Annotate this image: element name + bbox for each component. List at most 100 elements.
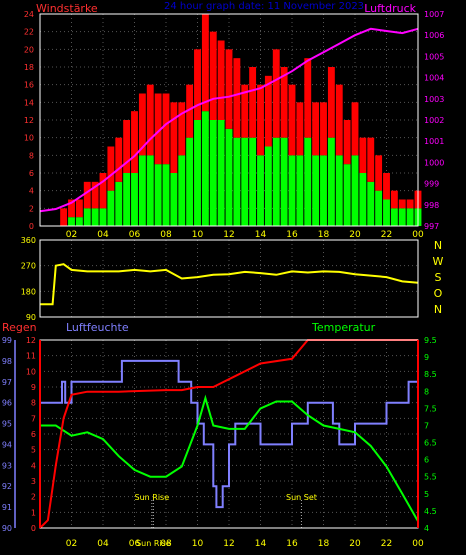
- pressure-tick: 1000: [424, 158, 444, 167]
- wind-avg-bar: [83, 208, 91, 226]
- wind-tick: 20: [24, 45, 34, 54]
- rain-tick: 2: [31, 493, 36, 502]
- compass-label: O: [434, 287, 443, 300]
- wind-gust-bar: [115, 137, 123, 182]
- wind-gust-bar: [335, 84, 343, 156]
- x-tick-label: 02: [66, 230, 77, 240]
- wind-tick: 6: [29, 169, 34, 178]
- wind-avg-bar: [68, 217, 75, 226]
- wind-gust-bar: [241, 84, 249, 138]
- wind-gust-bar: [178, 102, 186, 156]
- x-tick-label: 00: [412, 230, 424, 240]
- sun-annotation-label: Sun Set: [286, 493, 317, 502]
- rain-tick: 6: [31, 430, 36, 439]
- wind-tick: 8: [29, 151, 34, 160]
- wind-gust-bar: [146, 84, 154, 156]
- wind-tick: 22: [24, 28, 34, 37]
- rain-tick: 12: [26, 336, 36, 345]
- pressure-tick: 999: [424, 180, 439, 189]
- temperature-tick: 4.5: [424, 507, 437, 516]
- direction-line: [40, 263, 419, 306]
- wind-tick: 2: [29, 204, 34, 213]
- pressure-line: [39, 27, 419, 213]
- wind-avg-bar: [131, 173, 138, 226]
- x-tick-label: 12: [223, 539, 234, 549]
- wind-avg-bar: [272, 137, 280, 226]
- rain-tick: 4: [31, 461, 36, 470]
- wind-panel-frame: [39, 13, 419, 227]
- rain-tick: 10: [26, 367, 36, 376]
- x-tick-label: 04: [97, 230, 109, 240]
- wind-tick: 0: [29, 222, 34, 231]
- pressure-tick: 1004: [424, 74, 444, 83]
- temperature-axis-title: Temperatur: [311, 321, 376, 334]
- wind-gust-bar: [375, 155, 383, 191]
- humidity-tick: 95: [2, 420, 12, 429]
- rain-tick: 1: [31, 508, 36, 517]
- wind-gust-bar: [320, 102, 327, 156]
- direction-tick: 90: [26, 313, 36, 322]
- pressure-tick: 1005: [424, 52, 444, 61]
- wind-gust-bar: [257, 84, 264, 156]
- x-tick-label: 10: [192, 539, 204, 549]
- x-tick-label: 02: [66, 539, 77, 549]
- temperature-tick: 5: [424, 490, 429, 499]
- wind-gust-bar: [68, 199, 75, 218]
- wind-gust-bar: [138, 93, 146, 156]
- wind-gust-bar: [264, 75, 272, 147]
- wind-gust-bar: [201, 14, 209, 112]
- wind-avg-bar: [257, 155, 264, 226]
- wind-avg-bar: [264, 146, 272, 226]
- humidity-tick: 91: [2, 503, 12, 512]
- compass-label: S: [435, 271, 442, 284]
- wind-gust-bar: [390, 190, 398, 209]
- humidity-tick: 99: [2, 336, 12, 345]
- wind-avg-bar: [99, 208, 107, 226]
- wind-tick: 10: [24, 134, 34, 143]
- sun-annotations: Sun Rise Sun Set Sun Rise: [135, 493, 317, 548]
- x-tick-label: 04: [97, 539, 109, 549]
- wind-avg-bar: [91, 208, 99, 226]
- rain-tick: 8: [31, 399, 36, 408]
- pressure-tick: 1001: [424, 137, 444, 146]
- pressure-tick: 1007: [424, 10, 444, 19]
- pressure-tick: 997: [424, 222, 439, 231]
- x-tick-label: 20: [349, 230, 361, 240]
- wind-avg-bar: [201, 111, 209, 226]
- climate-panel-grid: [40, 339, 418, 529]
- wind-avg-bar: [390, 208, 398, 226]
- wind-tick: 16: [24, 81, 34, 90]
- wind-gust-bar: [288, 84, 296, 156]
- x-tick-label: 10: [192, 230, 204, 240]
- wind-avg-bar: [170, 173, 178, 226]
- wind-avg-bar: [327, 137, 335, 226]
- wind-avg-bar: [115, 181, 123, 226]
- direction-panel-frame: [39, 239, 419, 318]
- direction-panel-grid: [40, 239, 418, 318]
- wind-gust-bar: [162, 93, 170, 165]
- wind-gust-bar: [367, 137, 375, 182]
- pressure-tick: 998: [424, 201, 439, 210]
- rain-tick: 0: [31, 524, 36, 533]
- wind-x-tick-labels: 02 04 06 08 10 12 14 16 18 20 22 00: [66, 230, 424, 240]
- wind-avg-bar: [296, 155, 304, 226]
- wind-tick: 4: [29, 187, 34, 196]
- direction-tick: 270: [21, 262, 36, 271]
- wind-avg-bar: [335, 155, 343, 226]
- x-tick-label: 06: [129, 539, 141, 549]
- wind-avg-bar: [312, 155, 320, 226]
- compass-label: W: [433, 255, 444, 268]
- temperature-tick: 9: [424, 353, 429, 362]
- wind-avg-bar: [233, 137, 241, 226]
- wind-avg-bar: [398, 208, 406, 226]
- pressure-axis-title: Luftdruck: [364, 2, 416, 15]
- wind-avg-bar: [343, 164, 351, 226]
- compass-label: N: [434, 303, 442, 316]
- wind-tick: 24: [24, 10, 34, 19]
- wind-avg-bar: [75, 217, 83, 226]
- x-tick-label: 22: [381, 230, 392, 240]
- direction-tick: 180: [21, 287, 36, 296]
- chart-date-title: 24 hour graph date: 11 November 2023: [164, 1, 364, 12]
